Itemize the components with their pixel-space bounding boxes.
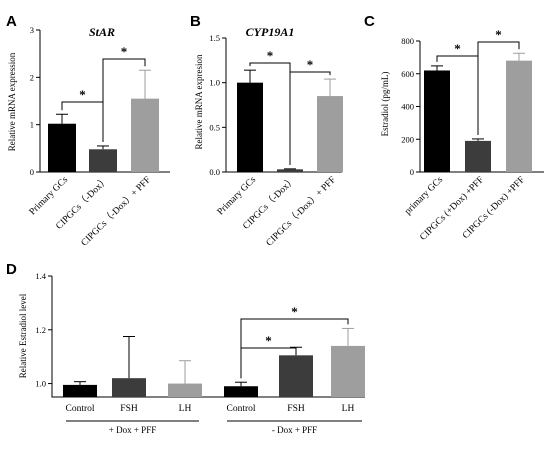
panel-letter-c: C [364,13,375,30]
panel-letter-a: A [6,13,17,30]
panel-d-chart: Relative Estradiol level 1.0 1.2 1.4 Contro… [18,271,365,435]
panel-b-x-tick-label: CIPGCs（-Dox）+ PFF [263,174,338,249]
panel-c-y-tick-label: 200 [401,134,414,144]
panel-d-x-tick-label: FSH [120,404,138,414]
panel-c-y-axis-label: Estradiol (pg/mL) [380,72,390,137]
panel-c-bar [506,60,532,172]
panel-c-y-tick-label: 400 [401,102,414,112]
panel-b-y-tick-label: 1.0 [209,78,220,88]
panel-b-significance-bracket [289,71,331,165]
panel-b-title: CYP19A1 [246,25,295,39]
panel-d-bar [331,345,365,397]
panel-c-chart: Estradiol (pg/mL) 0 200 400 600 800 primary G… [380,27,544,243]
panel-c-y-tick-label: 0 [410,167,414,177]
panel-c-y-tick-label: 800 [401,36,414,46]
panel-c-significance-star: * [454,41,461,56]
panel-d-y-axis-label: Relative Estradiol level [18,293,28,378]
panel-b-bar [277,169,303,172]
panel-a-bar [131,98,159,172]
panel-d-bar [224,386,258,397]
panel-d-y-tick-label: 1.4 [35,271,46,281]
panel-b-chart: CYP19A1 Relative mRNA expresion 0.0 0.5 1.… [194,25,343,248]
panel-d-bar [279,355,313,397]
panel-c-significance-bracket [477,41,520,135]
panel-a-x-tick-label: Primary GCs [28,175,71,218]
panel-d-x-tick-label: LH [179,404,192,414]
panel-d-x-tick-label: Control [65,404,94,414]
panel-d-x-tick-label: LH [342,404,355,414]
panel-d-bar [112,378,146,397]
panel-b-significance-star: * [267,48,274,63]
panel-d-y-tick-label: 1.2 [35,325,46,335]
panel-b-y-tick-label: 1.5 [209,33,220,43]
panel-a-chart: StAR Relative mRNA expression 0 1 2 3 Primar… [7,25,170,248]
panel-d-y-tick-label: 1.0 [35,379,46,389]
panel-b-y-tick-label: 0.5 [209,122,220,132]
panel-c-x-tick-label: primary GCs [403,175,445,217]
panel-b-x-tick-label: Primary GCs [216,175,259,218]
panel-a-bar [48,123,76,172]
panel-d-group-label: - Dox + PFF [272,425,317,435]
panel-d-significance-star: * [265,333,272,348]
panel-b-y-axis-label: Relative mRNA expresion [194,54,204,149]
panel-a-x-tick-label: CIPGCs（-Dox）+ PFF [78,174,153,249]
panel-b-significance-star: * [307,57,314,72]
panel-d-x-tick-label: FSH [287,404,305,414]
panel-a-title: StAR [89,25,115,39]
panel-d-significance-star: * [291,304,298,319]
panel-d-group-label: + Dox + PFF [109,425,156,435]
panel-a-bar [89,149,117,172]
panel-a-significance-star: * [121,44,128,59]
panel-b-bar [317,96,343,172]
panel-d-x-tick-label: Control [226,404,255,414]
panel-a-y-tick-label: 3 [30,25,34,35]
panel-c-y-tick-label: 600 [401,69,414,79]
panel-b-bar [237,82,263,172]
panel-a-significance-bracket [102,58,146,142]
panel-d-bar [63,384,97,397]
panel-b-y-tick-label: 0.0 [209,167,220,177]
panel-letter-b: B [190,13,201,30]
panel-a-y-axis-label: Relative mRNA expression [7,52,17,151]
panel-a-y-tick-label: 1 [30,120,34,130]
panel-c-bar [465,140,491,172]
panel-d-bar [168,383,202,397]
panel-c-bar [424,70,450,172]
panel-c-significance-star: * [495,27,502,42]
panel-a-y-tick-label: 2 [30,72,34,82]
panel-d-significance-bracket [240,318,349,379]
panel-a-significance-star: * [79,87,86,102]
panel-letter-d: D [6,261,17,278]
panel-a-y-tick-label: 0 [30,167,34,177]
